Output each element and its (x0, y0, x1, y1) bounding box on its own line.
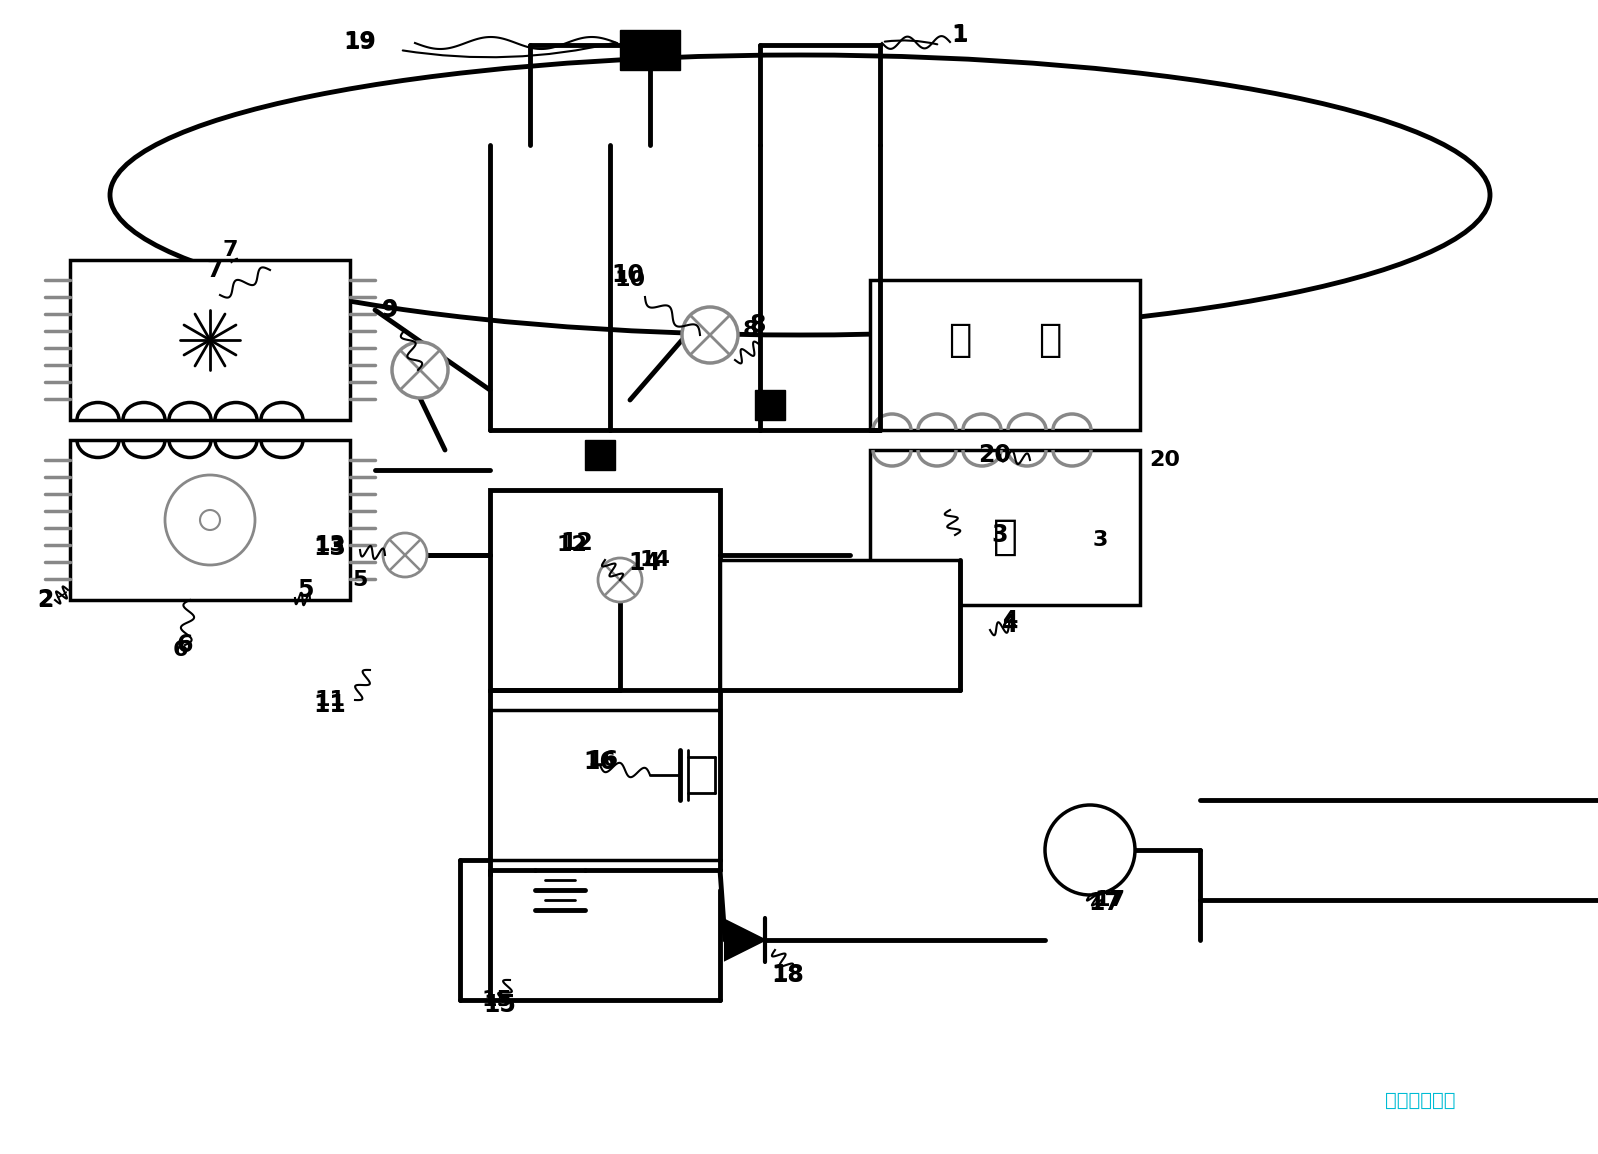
Text: 🔥: 🔥 (1039, 321, 1061, 359)
Text: 11: 11 (315, 690, 345, 710)
Bar (491, 710, 721, 860)
Text: 7: 7 (222, 240, 238, 260)
Text: 18: 18 (772, 962, 804, 987)
Text: 19: 19 (345, 32, 376, 52)
Text: 3: 3 (1093, 530, 1107, 550)
Bar (721, 560, 960, 690)
Text: 17: 17 (1095, 890, 1125, 911)
Text: 5: 5 (297, 578, 313, 602)
Text: 🔥: 🔥 (992, 516, 1018, 559)
Bar (754, 390, 785, 420)
Polygon shape (725, 920, 765, 960)
Circle shape (598, 559, 642, 602)
Text: 3: 3 (992, 523, 1008, 547)
Text: 11: 11 (313, 694, 347, 717)
Circle shape (384, 533, 427, 577)
Text: 🔥: 🔥 (948, 321, 972, 359)
Text: 15: 15 (481, 990, 513, 1010)
Text: 4: 4 (1002, 610, 1018, 630)
Text: 9: 9 (382, 298, 398, 322)
Text: 5: 5 (352, 570, 368, 590)
Text: 8: 8 (749, 313, 767, 337)
Text: 6: 6 (177, 634, 193, 657)
Text: 15: 15 (484, 992, 516, 1017)
Text: 20: 20 (978, 443, 1012, 467)
Text: 20: 20 (1149, 450, 1181, 470)
Text: 19: 19 (344, 30, 377, 54)
Text: 2: 2 (37, 590, 53, 610)
Bar (869, 450, 1139, 605)
Text: 13: 13 (313, 535, 347, 560)
Circle shape (1045, 805, 1135, 896)
Text: 9: 9 (382, 300, 398, 320)
Text: 14: 14 (639, 550, 671, 570)
Circle shape (165, 475, 256, 565)
Text: 10: 10 (615, 270, 646, 290)
Bar (585, 440, 615, 470)
Text: 7: 7 (206, 258, 224, 282)
Bar (70, 440, 350, 600)
Text: 16: 16 (583, 750, 617, 774)
Circle shape (392, 342, 447, 398)
Text: 1: 1 (952, 25, 968, 45)
Text: 13: 13 (315, 535, 345, 555)
Text: 10: 10 (612, 263, 644, 287)
Text: 彩虹网址导航: 彩虹网址导航 (1385, 1091, 1456, 1109)
Circle shape (682, 307, 738, 364)
Bar (70, 260, 350, 420)
Text: 2: 2 (37, 589, 53, 612)
Text: 4: 4 (1002, 613, 1018, 637)
Text: 6: 6 (173, 640, 187, 660)
Text: 1: 1 (952, 23, 968, 47)
Bar (620, 30, 681, 70)
Bar (869, 280, 1139, 430)
Circle shape (200, 510, 221, 530)
Text: 12: 12 (561, 531, 593, 555)
Text: 14: 14 (628, 550, 662, 575)
Text: 12: 12 (556, 535, 588, 555)
Text: 8: 8 (741, 320, 757, 340)
Bar (491, 490, 721, 690)
Text: 18: 18 (772, 965, 804, 986)
Text: 17: 17 (1088, 891, 1122, 915)
Text: 16: 16 (588, 750, 618, 770)
